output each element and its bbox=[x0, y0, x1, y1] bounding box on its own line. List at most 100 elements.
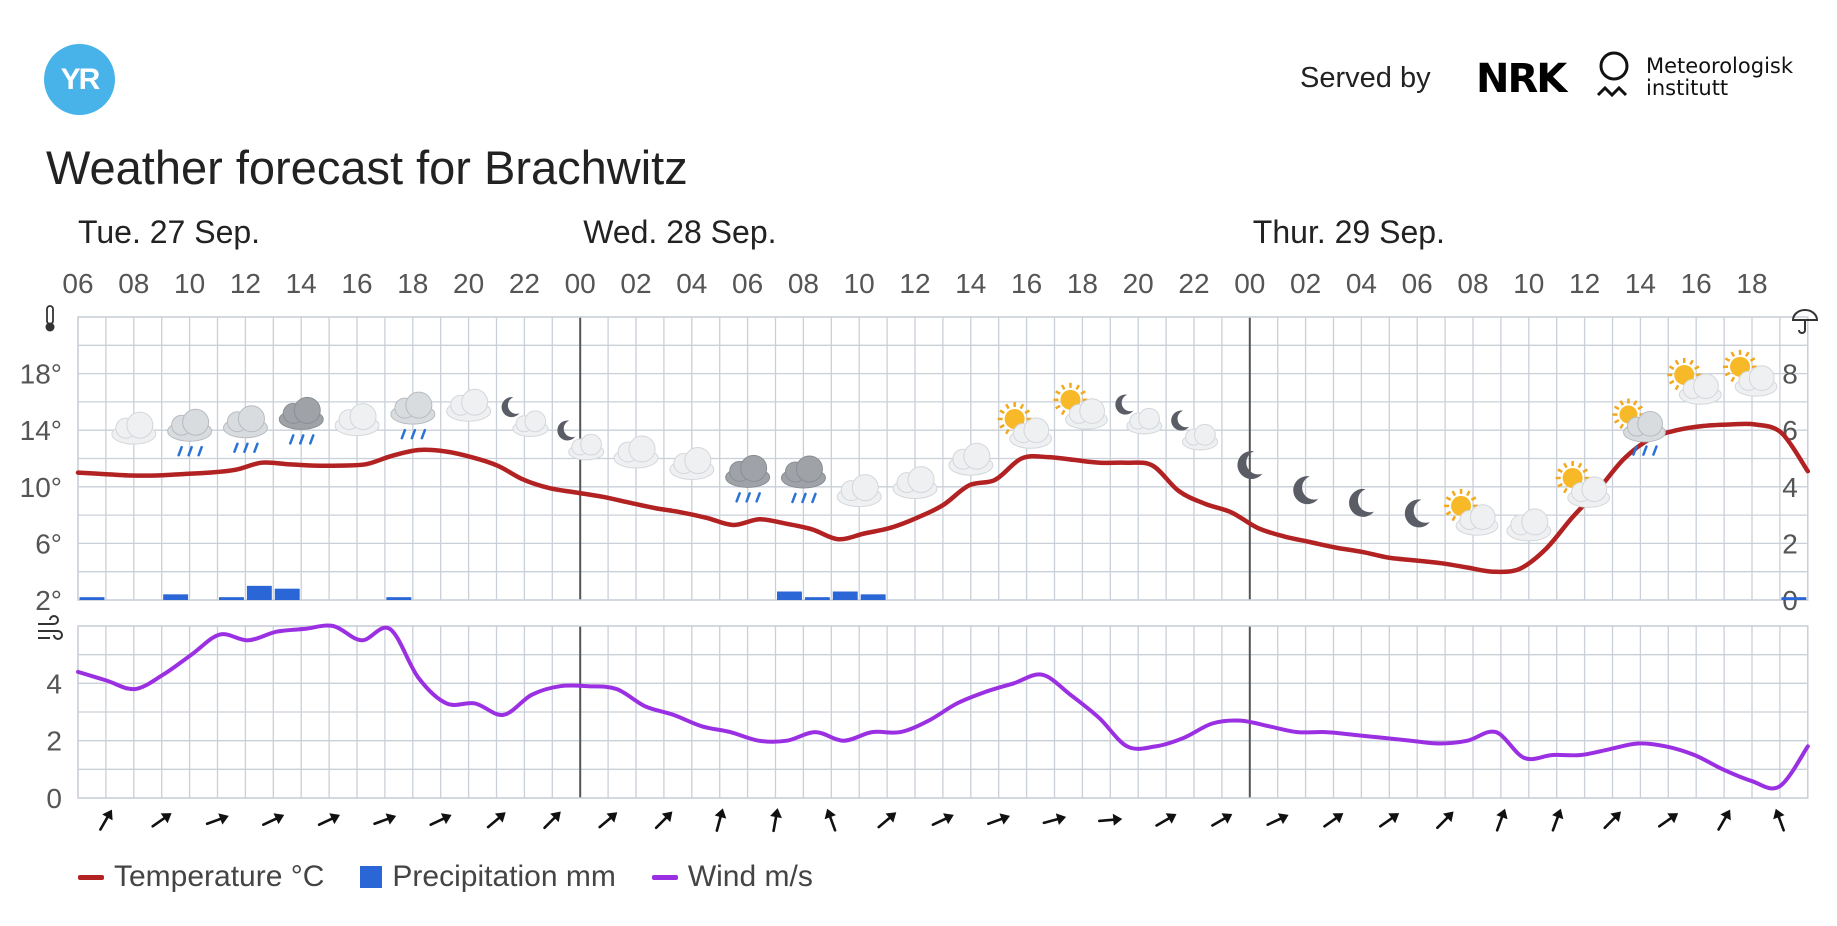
moon-shape bbox=[1237, 451, 1263, 480]
arrow-head bbox=[102, 809, 113, 821]
wind-direction-arrow bbox=[1323, 813, 1344, 828]
sun-ray bbox=[1689, 359, 1694, 366]
x-tick-label: 08 bbox=[1457, 268, 1488, 299]
weather-icon-cloud bbox=[669, 447, 715, 481]
weather-icon-sun-cloud bbox=[1667, 357, 1722, 405]
rain-drop bbox=[243, 442, 249, 453]
arrow-head bbox=[1720, 809, 1731, 821]
precip-bar bbox=[163, 594, 189, 600]
thermometer-icon-bulb bbox=[45, 322, 55, 332]
x-tick-label: 16 bbox=[1011, 268, 1042, 299]
wind-direction-arrow bbox=[317, 813, 340, 826]
precip-axis-label: 0 bbox=[1782, 585, 1798, 616]
weather-icon-moon bbox=[1293, 476, 1319, 505]
weather-icon-moon bbox=[1404, 499, 1430, 528]
sun-ray bbox=[1613, 418, 1620, 424]
wind-axis-label: 0 bbox=[46, 783, 62, 814]
cloud-shape bbox=[1023, 417, 1050, 444]
legend-swatch-wind bbox=[651, 874, 678, 880]
legend-item-precipitation[interactable]: Precipitation mm bbox=[360, 860, 616, 894]
sun-ray bbox=[1744, 351, 1750, 358]
precip-axis-label: 2 bbox=[1782, 528, 1798, 559]
arrow-head bbox=[1277, 813, 1289, 825]
weather-icon-cloud bbox=[948, 442, 994, 476]
wind-direction-arrow bbox=[373, 813, 397, 826]
cloud-shape bbox=[907, 466, 935, 494]
rain-drop bbox=[735, 492, 741, 503]
met-name-line2: institutt bbox=[1646, 76, 1729, 100]
sun-ray bbox=[999, 409, 1005, 415]
weather-icon-sun-cloud bbox=[997, 401, 1053, 449]
precip-bar bbox=[832, 591, 858, 600]
precip-bar bbox=[246, 585, 272, 600]
arrow-head bbox=[1165, 813, 1177, 824]
served-by-label: Served by bbox=[1300, 62, 1431, 94]
x-tick-label: 02 bbox=[620, 268, 651, 299]
temperature-grid bbox=[77, 316, 1809, 601]
cloud-shape bbox=[1193, 423, 1216, 446]
wind-direction-arrow bbox=[824, 808, 837, 832]
yr-logo[interactable]: YR bbox=[44, 44, 115, 115]
sun-ray bbox=[999, 423, 1005, 429]
temperature-series bbox=[75, 421, 1811, 575]
x-tick-label: 18 bbox=[397, 268, 428, 299]
wind-direction-arrow bbox=[770, 808, 782, 833]
sun-ray bbox=[1632, 400, 1638, 406]
panel-frame bbox=[77, 316, 1809, 601]
arrow-head bbox=[1388, 813, 1400, 824]
wind-direction-arrow bbox=[151, 813, 172, 828]
sun-ray bbox=[1637, 405, 1643, 411]
temperature-axis-label: 14° bbox=[20, 415, 62, 446]
sun-ray bbox=[1563, 462, 1568, 469]
x-tick-label: 14 bbox=[1625, 268, 1656, 299]
arrow-head bbox=[999, 813, 1010, 825]
wind-direction-arrow bbox=[714, 808, 727, 832]
rain-drop bbox=[253, 442, 259, 453]
sun-ray bbox=[1024, 409, 1030, 415]
wind-icon bbox=[38, 615, 63, 640]
rain-drop bbox=[745, 492, 751, 503]
wind-direction-arrow bbox=[1378, 813, 1400, 828]
sun-ray bbox=[1445, 510, 1452, 516]
rain-drop bbox=[410, 428, 417, 440]
precip-axis-label: 8 bbox=[1782, 359, 1798, 390]
nrk-logo[interactable]: NRK bbox=[1476, 56, 1567, 102]
arrow-head bbox=[1552, 808, 1564, 820]
weather-icon-cloud bbox=[334, 403, 380, 437]
cloud-shape bbox=[524, 410, 547, 433]
weather-icon-moon-cloud bbox=[1171, 410, 1219, 451]
wind-direction-arrow bbox=[1211, 813, 1233, 827]
legend-item-wind[interactable]: Wind m/s bbox=[651, 860, 813, 894]
x-tick-label: 06 bbox=[732, 268, 763, 299]
x-tick-label: 14 bbox=[286, 268, 317, 299]
legend: Temperature °C Precipitation mm Wind m/s bbox=[78, 860, 849, 894]
legend-item-temperature[interactable]: Temperature °C bbox=[78, 860, 324, 894]
x-tick-label: 20 bbox=[1123, 268, 1154, 299]
hour-tick-labels: 06 08 10 12 14 16 18 20 22 00 02 04 06 08 10 12 14 16 18 20… bbox=[62, 268, 1767, 299]
precip-bar bbox=[860, 594, 886, 600]
weather-icon-dark-cloud-rain bbox=[725, 454, 771, 503]
arrow-head bbox=[1055, 813, 1067, 826]
rain-drop bbox=[1652, 445, 1658, 456]
wind-direction-arrow bbox=[1657, 813, 1679, 828]
rain-drop bbox=[187, 445, 193, 457]
sun-ray bbox=[1005, 428, 1010, 435]
x-tick-label: 16 bbox=[341, 268, 372, 299]
wind-direction-arrow bbox=[1042, 813, 1067, 826]
cloud-shape bbox=[851, 474, 879, 502]
x-tick-label: 12 bbox=[899, 268, 930, 299]
x-tick-label: 22 bbox=[1178, 268, 1209, 299]
header: YR Served by NRK Meteorologisk institutt bbox=[0, 0, 1837, 120]
met-institute-logo[interactable]: Meteorologisk institutt bbox=[1646, 55, 1806, 99]
sun-ray bbox=[1582, 468, 1588, 474]
x-tick-label: 10 bbox=[174, 268, 205, 299]
wind-direction-arrow bbox=[543, 811, 561, 830]
arrow-head bbox=[329, 813, 340, 825]
arrow-head bbox=[160, 813, 172, 824]
legend-label-wind: Wind m/s bbox=[687, 860, 813, 893]
cloud-shape bbox=[1469, 504, 1496, 530]
wind-direction-arrow bbox=[654, 811, 673, 830]
rain-drop bbox=[811, 492, 817, 504]
arrow-head bbox=[770, 808, 782, 819]
moon-shape bbox=[1171, 410, 1190, 431]
